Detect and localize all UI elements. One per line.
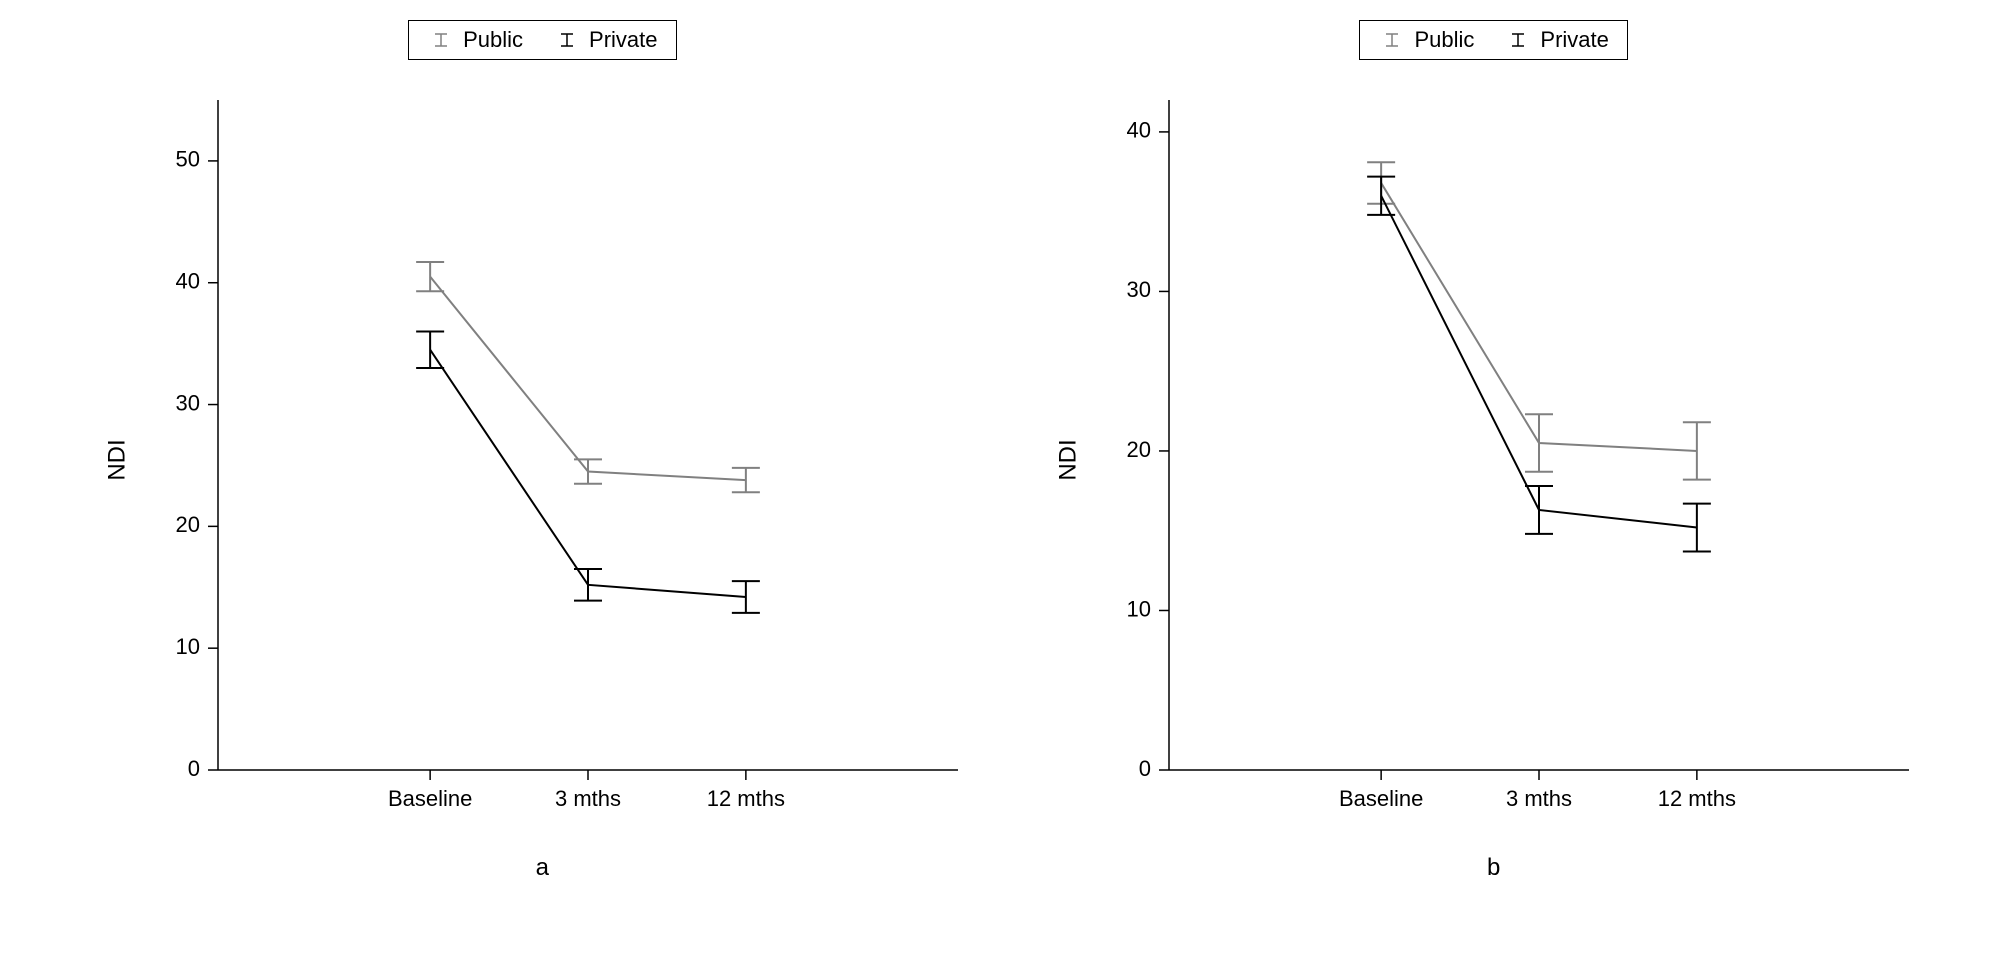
plot-wrap-b: NDI 0 10 20 30 40 Baseline 3 mths 12 mths (1048, 80, 1939, 840)
plot-b: 0 10 20 30 40 Baseline 3 mths 12 mths (1079, 80, 1939, 840)
svg-text:10: 10 (176, 634, 200, 659)
svg-text:12 mths: 12 mths (707, 786, 785, 811)
legend-marker-private (553, 31, 581, 49)
ylabel-a: NDI (103, 439, 131, 480)
legend-marker-public-b (1378, 31, 1406, 49)
legend-marker-public (427, 31, 455, 49)
panel-b: Public Private NDI 0 10 20 30 40 Baseline 3 mt… (1048, 20, 1939, 882)
svg-text:20: 20 (1127, 437, 1151, 462)
svg-text:Baseline: Baseline (388, 786, 472, 811)
legend-b: Public Private (1359, 20, 1627, 60)
sublabel-b: b (1487, 854, 1500, 882)
svg-text:3 mths: 3 mths (1506, 786, 1572, 811)
svg-text:30: 30 (176, 390, 200, 415)
ylabel-b: NDI (1055, 439, 1083, 480)
legend-item-private-b: Private (1504, 27, 1608, 53)
legend-item-private: Private (553, 27, 657, 53)
svg-text:0: 0 (188, 756, 200, 781)
legend-a: Public Private (408, 20, 676, 60)
svg-text:50: 50 (176, 147, 200, 172)
plot-a: 0 10 20 30 40 50 Baseline 3 mths 12 mths (128, 80, 988, 840)
legend-item-public: Public (427, 27, 523, 53)
sublabel-a: a (536, 854, 549, 882)
legend-label-public-b: Public (1414, 27, 1474, 53)
legend-marker-private-b (1504, 31, 1532, 49)
legend-item-public-b: Public (1378, 27, 1474, 53)
legend-label-private-b: Private (1540, 27, 1608, 53)
legend-label-private: Private (589, 27, 657, 53)
svg-text:Baseline: Baseline (1339, 786, 1423, 811)
panel-a: Public Private NDI 0 10 20 30 40 50 Baseline 3 … (97, 20, 988, 882)
svg-text:40: 40 (176, 269, 200, 294)
svg-text:20: 20 (176, 512, 200, 537)
legend-label-public: Public (463, 27, 523, 53)
svg-text:12 mths: 12 mths (1658, 786, 1736, 811)
svg-text:3 mths: 3 mths (555, 786, 621, 811)
svg-text:0: 0 (1139, 756, 1151, 781)
plot-wrap-a: NDI 0 10 20 30 40 50 Baseline 3 mths 12 mths (97, 80, 988, 840)
svg-text:40: 40 (1127, 118, 1151, 143)
svg-text:10: 10 (1127, 596, 1151, 621)
svg-text:30: 30 (1127, 277, 1151, 302)
figure: Public Private NDI 0 10 20 30 40 50 Baseline 3 … (20, 20, 1996, 882)
